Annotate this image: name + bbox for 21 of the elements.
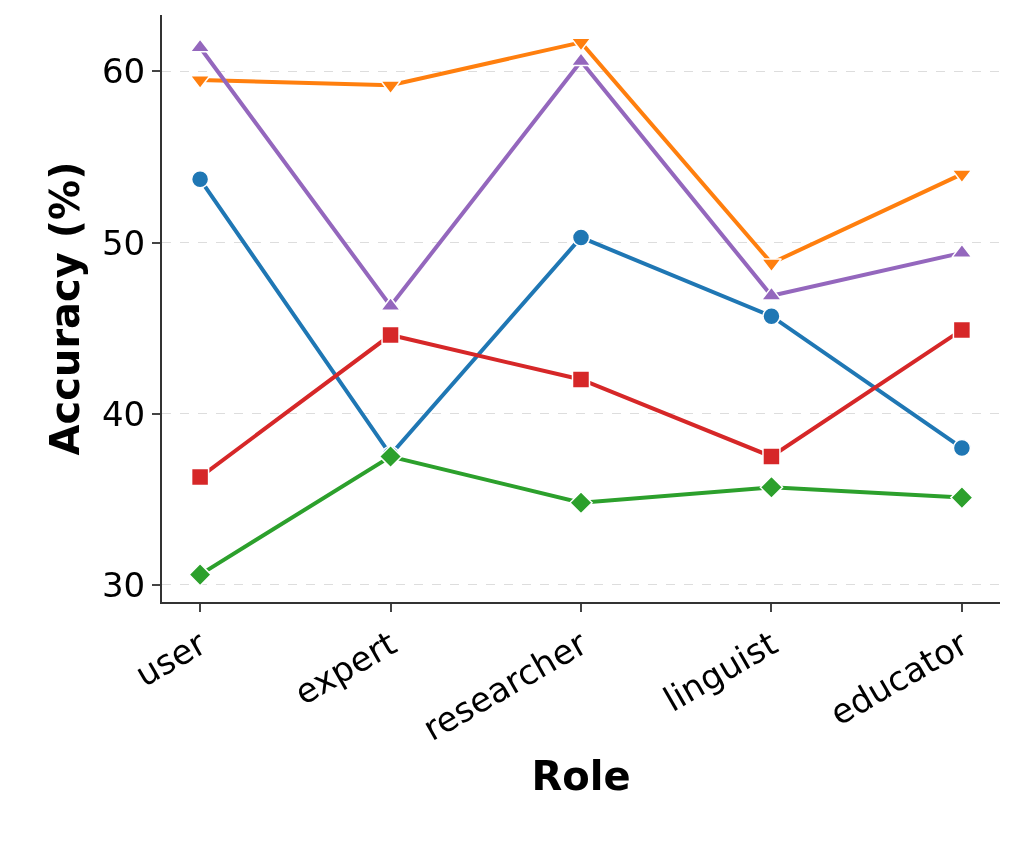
point: [759, 475, 784, 500]
y-tick-label: 40: [101, 393, 146, 434]
y-tick-label: 50: [101, 222, 146, 263]
point: [952, 320, 972, 340]
point: [762, 447, 781, 466]
point: [950, 485, 974, 510]
y-axis-title: Accuracy (%): [41, 161, 88, 456]
point: [188, 562, 212, 587]
point: [952, 438, 972, 458]
point: [569, 490, 593, 515]
x-axis-title: Role: [531, 753, 631, 800]
point: [190, 170, 210, 189]
y-tick-label: 30: [101, 564, 146, 605]
point: [381, 325, 400, 345]
y-tick-label: 60: [101, 51, 146, 92]
point: [571, 370, 591, 389]
point: [571, 228, 591, 247]
point: [378, 444, 403, 469]
point: [190, 467, 210, 487]
point: [762, 306, 781, 326]
x-tick-label: user: [128, 622, 213, 695]
